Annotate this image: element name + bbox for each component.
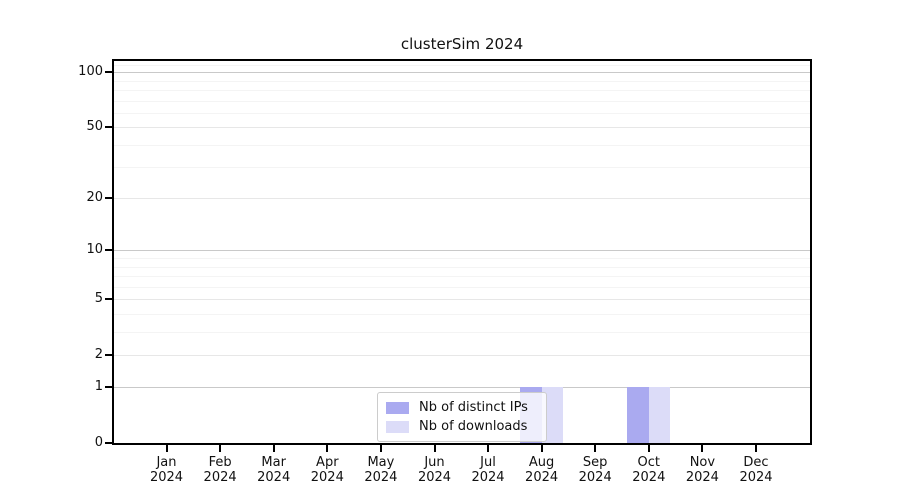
gridline-minor	[114, 80, 810, 82]
x-axis-tick	[487, 445, 489, 452]
legend-entry-downloads: Nb of downloads	[386, 417, 538, 436]
x-axis-tick	[326, 445, 329, 452]
chart-title: clusterSim 2024	[400, 35, 524, 53]
x-axis-tick-label: Jun 2024	[403, 455, 467, 485]
x-axis-tick	[755, 445, 757, 452]
x-tick-year: 2024	[149, 470, 184, 485]
gridline-minor	[114, 89, 810, 91]
y-axis-tick	[105, 298, 112, 300]
x-tick-year: 2024	[310, 470, 344, 485]
legend: Nb of distinct IPs Nb of downloads	[377, 392, 547, 442]
gridline-minor	[114, 64, 810, 66]
legend-label-distinct-ips: Nb of distinct IPs	[419, 400, 528, 415]
plot-area	[112, 59, 812, 445]
y-axis-tick	[105, 249, 112, 252]
bar-downloads	[648, 387, 671, 443]
x-tick-month: Nov	[689, 455, 716, 470]
gridline-major	[114, 198, 810, 200]
y-axis-tick-label: 1	[94, 379, 103, 395]
gridline-minor	[114, 266, 810, 268]
y-axis-tick	[105, 71, 112, 74]
x-tick-year: 2024	[203, 470, 237, 485]
y-axis-tick-label: 50	[86, 119, 103, 135]
y-axis-tick-label: 100	[78, 64, 103, 80]
x-axis-tick	[433, 445, 436, 452]
x-axis-tick-label: Aug 2024	[510, 455, 574, 485]
y-axis-tick	[105, 197, 112, 200]
x-axis-tick	[272, 445, 275, 452]
gridline-major	[114, 299, 810, 300]
y-axis-tick	[105, 442, 112, 444]
y-axis-tick	[105, 353, 112, 356]
x-tick-year: 2024	[525, 470, 559, 485]
x-axis-tick-label: Apr 2024	[295, 455, 359, 485]
x-axis-tick	[165, 445, 168, 452]
x-tick-month: Feb	[208, 455, 232, 470]
x-axis-tick	[647, 445, 650, 452]
y-axis-tick-label: 20	[86, 190, 103, 206]
x-axis-tick-label: Feb 2024	[188, 455, 252, 485]
gridline-minor	[114, 286, 810, 288]
x-tick-month: Aug	[528, 455, 555, 470]
x-axis-tick-label: Jan 2024	[135, 455, 199, 485]
x-axis-tick	[219, 445, 222, 452]
x-axis-tick	[379, 445, 382, 452]
x-axis-tick	[701, 445, 704, 452]
legend-label-downloads: Nb of downloads	[419, 419, 528, 434]
x-tick-month: Jan	[156, 455, 177, 470]
grid-layer	[114, 61, 810, 443]
x-axis-tick	[594, 445, 597, 452]
y-axis-tick	[105, 386, 112, 389]
gridline-minor	[114, 313, 810, 315]
x-axis-tick	[540, 445, 543, 452]
x-tick-year: 2024	[685, 470, 719, 485]
x-tick-month: Oct	[637, 455, 661, 470]
x-tick-month: Jul	[480, 455, 496, 470]
x-tick-year: 2024	[417, 470, 452, 485]
legend-swatch-downloads	[386, 420, 409, 433]
x-axis-tick-label: Nov 2024	[670, 455, 734, 485]
x-axis-tick-label: Mar 2024	[242, 455, 306, 485]
gridline-minor	[114, 258, 810, 259]
x-axis-tick-label: Dec 2024	[724, 455, 788, 485]
x-tick-month: Mar	[261, 455, 286, 470]
legend-swatch-distinct-ips	[386, 401, 409, 414]
gridline-minor	[114, 144, 810, 146]
x-tick-year: 2024	[364, 470, 398, 485]
gridline-minor	[114, 331, 810, 333]
bar-distinct-ips	[627, 387, 649, 443]
gridline-decade	[114, 250, 810, 252]
x-tick-month: Sep	[582, 455, 608, 470]
x-tick-year: 2024	[739, 470, 773, 485]
x-tick-month: Apr	[316, 455, 339, 470]
x-tick-month: May	[367, 455, 395, 470]
gridline-minor	[114, 112, 810, 114]
x-tick-month: Jun	[424, 455, 445, 470]
x-tick-year: 2024	[257, 470, 291, 485]
x-axis-tick-label: Jul 2024	[456, 455, 520, 485]
x-tick-month: Dec	[743, 455, 769, 470]
gridline-major	[114, 354, 810, 356]
x-tick-year: 2024	[578, 470, 612, 485]
y-axis-tick-label: 5	[94, 291, 103, 306]
y-axis-tick-label: 2	[94, 346, 103, 362]
x-axis-tick-label: May 2024	[349, 455, 413, 485]
bar-layer	[114, 61, 810, 443]
y-axis-tick	[105, 126, 112, 129]
gridline-major	[114, 127, 810, 129]
x-axis-tick-label: Oct 2024	[617, 455, 681, 485]
gridline-decade	[114, 387, 810, 389]
gridline-minor	[114, 275, 810, 277]
x-axis-tick-label: Sep 2024	[563, 455, 627, 485]
y-axis-tick-label: 10	[86, 242, 103, 258]
gridline-decade	[114, 72, 810, 74]
legend-entry-distinct-ips: Nb of distinct IPs	[386, 398, 538, 417]
y-axis-tick-label: 0	[94, 435, 103, 450]
x-tick-year: 2024	[632, 470, 666, 485]
gridline-minor	[114, 100, 810, 102]
gridline-minor	[114, 167, 810, 169]
x-tick-year: 2024	[471, 470, 505, 485]
